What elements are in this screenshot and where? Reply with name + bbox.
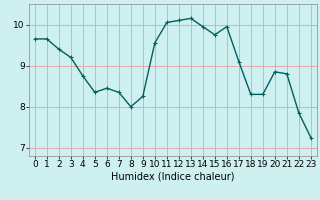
X-axis label: Humidex (Indice chaleur): Humidex (Indice chaleur) [111,172,235,182]
